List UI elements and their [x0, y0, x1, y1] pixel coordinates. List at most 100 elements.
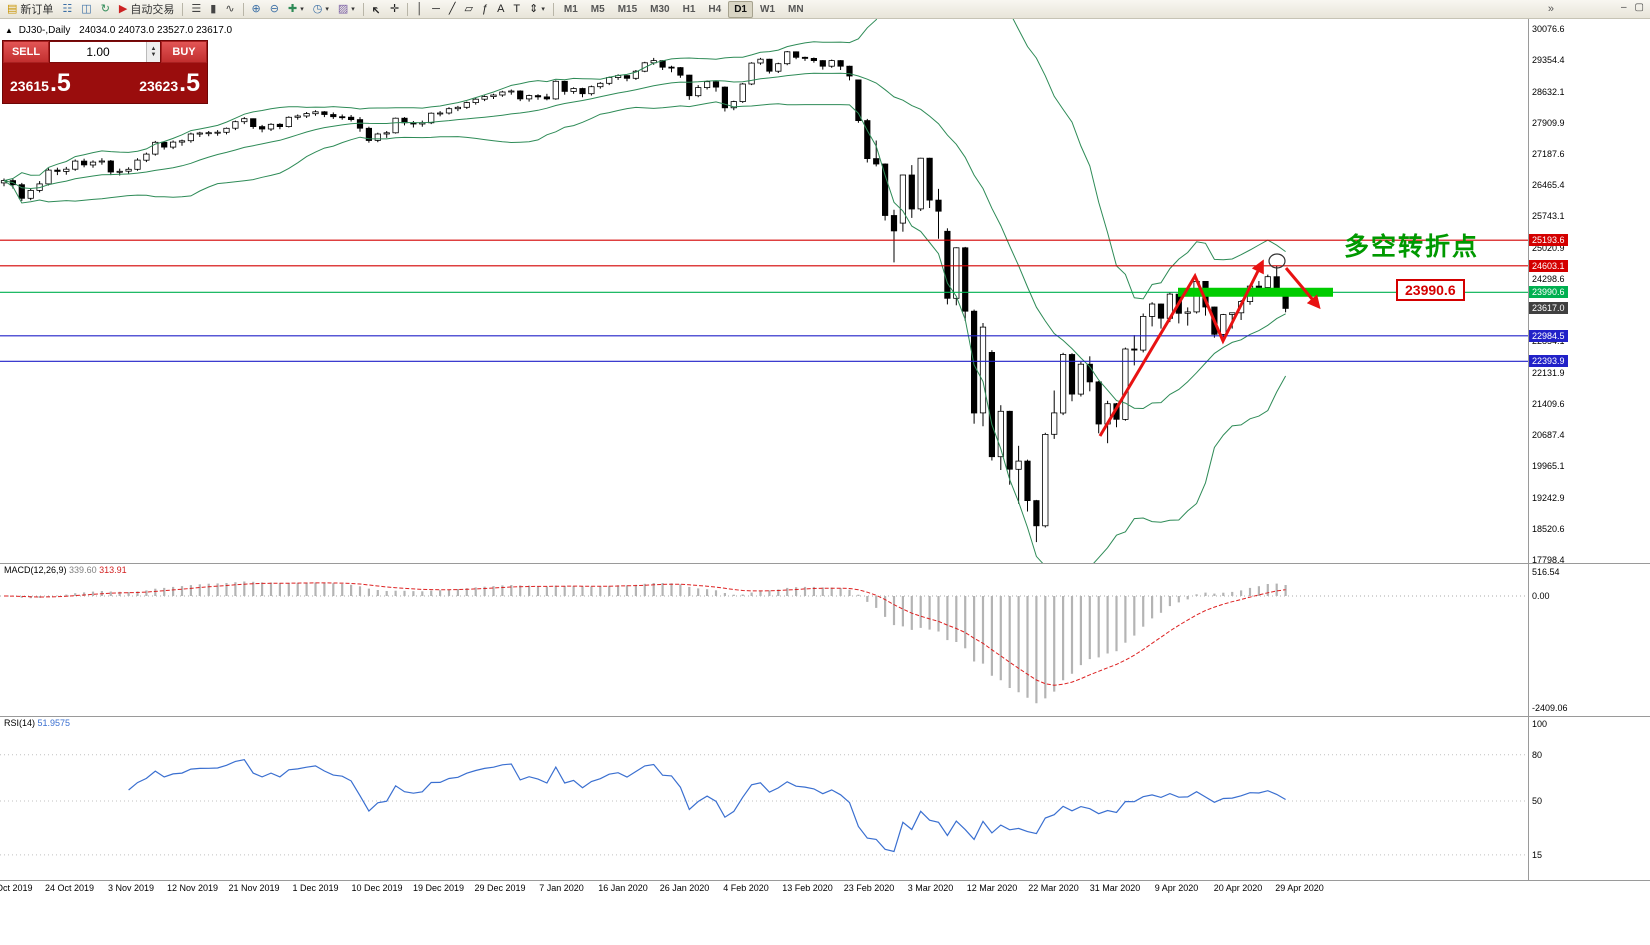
- y-axis-label: 19242.9: [1532, 492, 1565, 503]
- zoom-in-button[interactable]: ⊕: [248, 1, 265, 17]
- y-axis-label: 18520.6: [1532, 523, 1565, 534]
- x-axis-label: 12 Nov 2019: [166, 883, 219, 893]
- navigator-button[interactable]: ◫: [77, 1, 95, 17]
- refresh-icon: ↻: [100, 2, 110, 15]
- macd-panel-separator[interactable]: [0, 563, 1650, 564]
- timeframe-m30-button[interactable]: M30: [650, 3, 670, 15]
- arrows-icon: ⇕: [529, 2, 539, 15]
- toolbar-overflow-icon: »: [1547, 2, 1554, 15]
- lot-size-field: ▲ ▼: [49, 41, 161, 63]
- toolbar-separator: [552, 2, 554, 16]
- dropdown-arrow-icon[interactable]: ▾: [351, 6, 355, 13]
- cursor-button[interactable]: ➔: [368, 1, 385, 17]
- navigator-icon: ◫: [81, 2, 92, 15]
- y-axis-label: 21409.6: [1532, 398, 1565, 409]
- buy-price[interactable]: 23623.5: [139, 68, 200, 97]
- new-order-icon: ▤: [7, 2, 18, 15]
- arrows-button[interactable]: ⇕ ▾: [525, 1, 549, 17]
- one-click-collapse-icon[interactable]: ▲: [5, 26, 13, 35]
- chart-ohlc-values: 24034.0 24073.0 23527.0 23617.0: [79, 25, 233, 36]
- timeframe-mn-button[interactable]: MN: [788, 3, 804, 15]
- refresh-button[interactable]: ↻: [97, 1, 114, 17]
- x-axis-label: 16 Jan 2020: [598, 883, 648, 893]
- x-axis-label: 29 Apr 2020: [1275, 883, 1324, 893]
- crosshair-icon: ✛: [389, 2, 400, 15]
- dropdown-arrow-icon[interactable]: ▾: [325, 6, 329, 13]
- templates-icon: ▨: [337, 2, 349, 15]
- market-watch-button[interactable]: ☷: [58, 1, 76, 17]
- x-axis-label: 19 Dec 2019: [412, 883, 465, 893]
- volume-up-icon[interactable]: ▲: [150, 46, 157, 52]
- toolbar-separator: [407, 2, 409, 16]
- zoom-out-button[interactable]: ⊖: [266, 1, 283, 17]
- timeframe-h1-button[interactable]: H1: [682, 3, 696, 15]
- x-axis-label: 21 Nov 2019: [228, 883, 280, 893]
- timeframe-m15-button[interactable]: M15: [617, 3, 638, 15]
- x-axis-label: 3 Nov 2019: [107, 883, 155, 893]
- window-minimize-button[interactable]: –: [1620, 2, 1627, 13]
- one-click-trading-panel: SELL ▲ ▼ BUY 23615.5 23623.5: [2, 40, 208, 104]
- price-level-tag: 25193.6: [1529, 234, 1568, 247]
- x-axis-label: 12 Mar 2020: [966, 883, 1018, 893]
- y-axis-label: 25743.1: [1532, 211, 1565, 222]
- crosshair-button[interactable]: ✛: [386, 1, 403, 17]
- auto-trading-button[interactable]: ▶ 自动交易: [115, 1, 178, 17]
- text-icon: A: [497, 2, 505, 15]
- periods-button[interactable]: ◷ ▾: [309, 1, 333, 17]
- horizontal-line-button[interactable]: ─: [428, 1, 444, 17]
- horizontal-line-icon: ─: [432, 2, 440, 15]
- y-axis-label: 20687.4: [1532, 430, 1565, 441]
- dropdown-arrow-icon[interactable]: ▾: [541, 6, 545, 13]
- y-axis-label: 25020.9: [1532, 242, 1565, 253]
- channel-button[interactable]: ▱: [460, 1, 476, 17]
- candles-chart-button[interactable]: ▮: [206, 1, 220, 17]
- volume-down-icon[interactable]: ▼: [150, 52, 157, 58]
- zoom-out-icon: ⊖: [269, 2, 279, 15]
- cursor-icon: ➔: [368, 1, 384, 17]
- current-price-tag: 23617.0: [1529, 302, 1568, 315]
- indicators-icon: ✚: [287, 2, 298, 15]
- price-level-tag: 23990.6: [1529, 286, 1568, 299]
- price-level-tag: 24603.1: [1529, 259, 1568, 272]
- new-order-button[interactable]: ▤ 新订单: [3, 1, 57, 17]
- toolbar: ▤ 新订单 ☷ ◫ ↻ ▶ 自动交易 ☰ ▮ ∿ ⊕ ⊖ ✚ ▾ ◷ ▾ ▨ ▾ ➔ ✛ │ ─ ╱ ▱ ƒ A T ⇕ ▾ M1 M5 M1…: [0, 0, 1650, 19]
- dropdown-arrow-icon[interactable]: ▾: [300, 6, 304, 13]
- bars-chart-button[interactable]: ☰: [187, 1, 205, 17]
- x-axis-label: 9 Apr 2020: [1154, 883, 1199, 893]
- rsi-panel-separator[interactable]: [0, 716, 1650, 717]
- sell-button[interactable]: SELL: [3, 41, 49, 63]
- rsi-label: RSI(14) 51.9575: [4, 718, 71, 728]
- timeframe-m1-button[interactable]: M1: [563, 3, 578, 15]
- y-axis-label: 24298.6: [1532, 273, 1565, 284]
- templates-button[interactable]: ▨ ▾: [334, 1, 359, 17]
- chart-symbol-period: DJ30-,Daily: [18, 25, 71, 36]
- timeframe-m5-button[interactable]: M5: [590, 3, 605, 15]
- y-axis-label: 27187.6: [1532, 149, 1565, 159]
- sell-price[interactable]: 23615.5: [10, 68, 71, 97]
- vertical-line-button[interactable]: │: [412, 1, 427, 17]
- volume-input[interactable]: [50, 42, 146, 62]
- timeframe-h4-button[interactable]: H4: [708, 3, 722, 15]
- trendline-button[interactable]: ╱: [445, 1, 460, 17]
- channel-icon: ▱: [464, 2, 473, 15]
- line-chart-button[interactable]: ∿: [221, 1, 238, 17]
- label-button[interactable]: T: [509, 1, 524, 17]
- x-axis-label: 7 Jan 2020: [539, 883, 584, 893]
- y-axis-label: 28632.1: [1532, 86, 1565, 97]
- timeframe-w1-button[interactable]: W1: [760, 3, 775, 15]
- x-axis-label: 22 Mar 2020: [1028, 883, 1079, 893]
- rsi-axis-label: 15: [1532, 849, 1543, 860]
- price-callout-box: 23990.6: [1396, 279, 1465, 301]
- fibonacci-icon: ƒ: [481, 2, 489, 15]
- indicators-button[interactable]: ✚ ▾: [284, 1, 308, 17]
- trendline-icon: ╱: [448, 2, 456, 15]
- x-axis-label: 4 Feb 2020: [723, 883, 769, 893]
- window-restore-button[interactable]: ▢: [1634, 2, 1644, 13]
- text-button[interactable]: A: [493, 1, 508, 17]
- fibonacci-button[interactable]: ƒ: [478, 1, 492, 17]
- buy-button[interactable]: BUY: [161, 41, 207, 63]
- toolbar-overflow-button[interactable]: »: [1544, 1, 1558, 17]
- label-icon: T: [513, 2, 521, 15]
- timeframe-d1-button[interactable]: D1: [728, 0, 753, 18]
